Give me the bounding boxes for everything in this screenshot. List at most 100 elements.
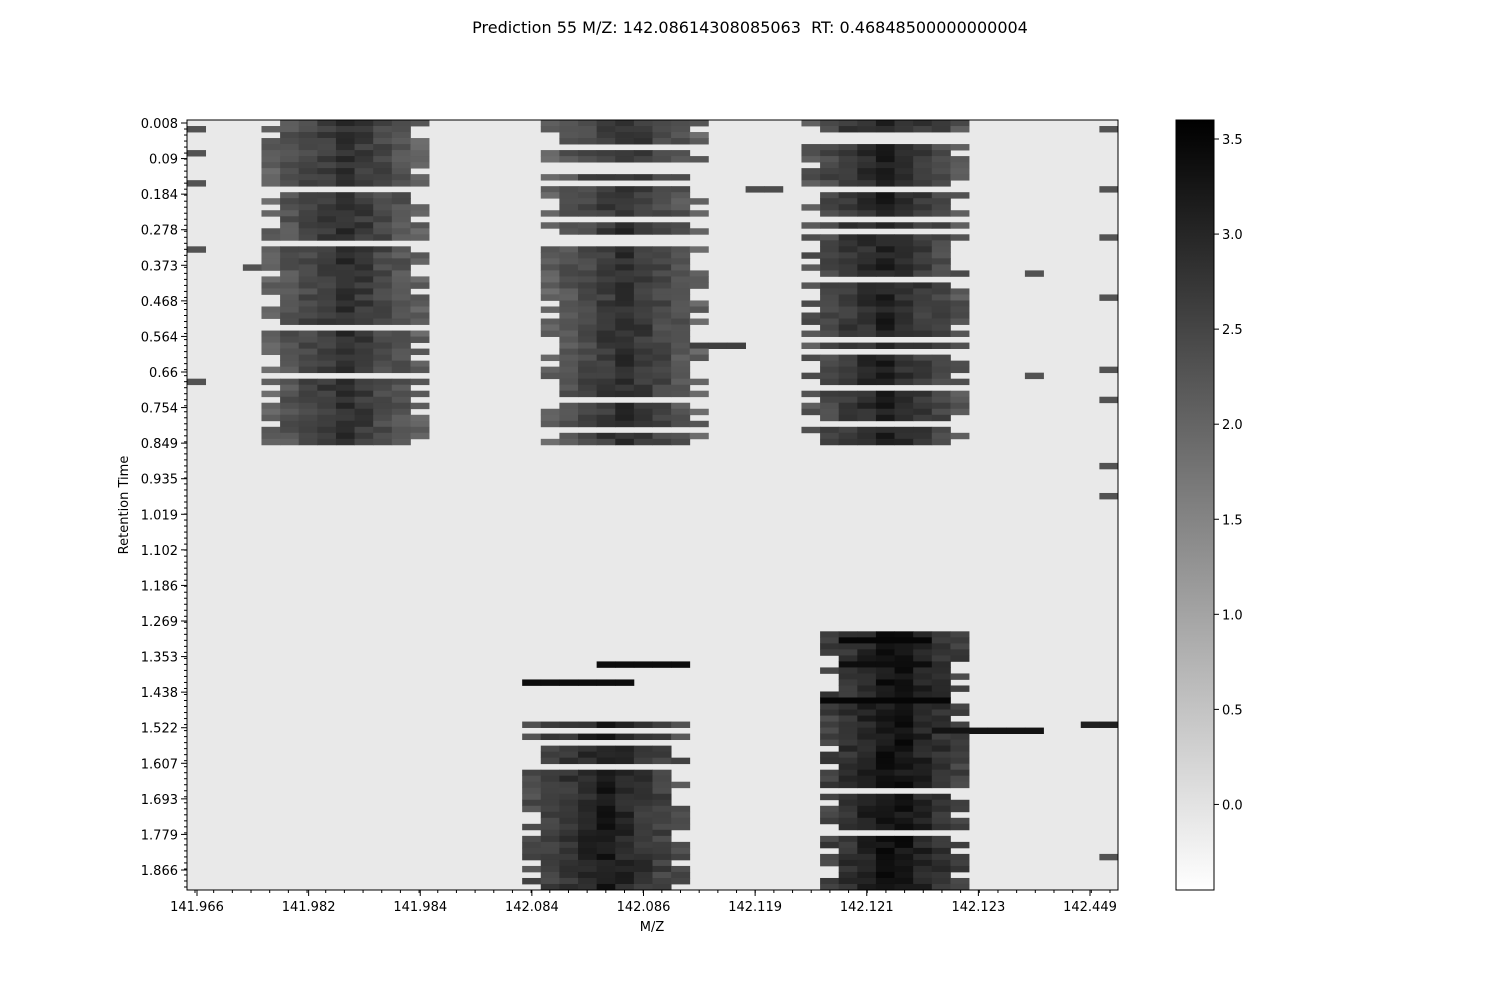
heatmap-cell <box>857 427 876 433</box>
heatmap-cell <box>634 331 653 337</box>
heatmap-cell <box>1099 186 1118 192</box>
heatmap-cell <box>541 800 560 806</box>
heatmap-cell <box>801 319 820 325</box>
heatmap-cell <box>895 252 914 258</box>
heatmap-cell <box>336 246 355 252</box>
heatmap-cell <box>950 643 969 649</box>
heatmap-cell <box>913 210 932 216</box>
heatmap-cell <box>336 138 355 144</box>
heatmap-cell <box>355 403 374 409</box>
heatmap-cell <box>522 782 541 788</box>
heatmap-cell <box>876 848 895 854</box>
heatmap-cell <box>336 210 355 216</box>
heatmap-cell <box>653 132 672 138</box>
heatmap-cell <box>653 439 672 445</box>
heatmap-cell <box>336 120 355 126</box>
heatmap-cell <box>299 138 318 144</box>
heatmap-cell <box>559 824 578 830</box>
heatmap-cell <box>597 313 616 319</box>
heatmap-cell <box>913 391 932 397</box>
heatmap-cell <box>839 884 858 890</box>
heatmap-cell <box>392 222 411 228</box>
heatmap-cell <box>932 854 951 860</box>
y-tick-label: 0.184 <box>141 188 178 203</box>
heatmap-cell <box>839 764 858 770</box>
heatmap-cell <box>615 192 634 198</box>
heatmap-cell <box>261 198 280 204</box>
heatmap-cell <box>597 186 616 192</box>
heatmap-cell <box>839 168 858 174</box>
heatmap-cell <box>597 246 616 252</box>
heatmap-cell <box>857 264 876 270</box>
heatmap-cell <box>615 884 634 890</box>
heatmap-cell <box>299 294 318 300</box>
heatmap-cell <box>280 313 299 319</box>
heatmap-cell <box>895 782 914 788</box>
heatmap-cell <box>634 379 653 385</box>
heatmap-cell <box>839 120 858 126</box>
heatmap-cell <box>801 427 820 433</box>
heatmap-cell <box>280 294 299 300</box>
heatmap-cell <box>913 379 932 385</box>
heatmap-cell <box>299 252 318 258</box>
heatmap-cell <box>634 150 653 156</box>
heatmap-cell <box>410 210 429 216</box>
heatmap-cell <box>541 174 560 180</box>
x-tick-label: 141.982 <box>282 900 336 915</box>
heatmap-cell <box>615 349 634 355</box>
heatmap-cell <box>708 343 727 349</box>
heatmap-cell <box>317 180 336 186</box>
heatmap-cell <box>355 282 374 288</box>
heatmap-cell <box>671 818 690 824</box>
x-tick-label: 142.121 <box>840 900 894 915</box>
heatmap-cell <box>895 631 914 637</box>
heatmap-cell <box>895 667 914 673</box>
heatmap-cell <box>690 349 709 355</box>
heatmap-cell <box>355 150 374 156</box>
heatmap-cell <box>839 282 858 288</box>
heatmap-cell <box>634 776 653 782</box>
heatmap-cell <box>913 288 932 294</box>
heatmap-cell <box>578 824 597 830</box>
heatmap-cell <box>634 132 653 138</box>
heatmap-cell <box>597 788 616 794</box>
heatmap-cell <box>336 144 355 150</box>
heatmap-cell <box>634 192 653 198</box>
colorbar-tick-label: 1.0 <box>1222 608 1243 623</box>
heatmap-cell <box>913 282 932 288</box>
heatmap-cell <box>895 379 914 385</box>
heatmap-cell <box>839 391 858 397</box>
heatmap-cell <box>932 156 951 162</box>
heatmap-cell <box>913 373 932 379</box>
heatmap-cell <box>541 806 560 812</box>
heatmap-cell <box>876 685 895 691</box>
heatmap-cell <box>615 818 634 824</box>
heatmap-cell <box>839 156 858 162</box>
heatmap-cell <box>578 367 597 373</box>
heatmap-cell <box>653 830 672 836</box>
heatmap-cell <box>913 427 932 433</box>
heatmap-cell <box>932 120 951 126</box>
heatmap-cell <box>615 373 634 379</box>
heatmap-cell <box>839 758 858 764</box>
heatmap-cell <box>634 306 653 312</box>
heatmap-cell <box>355 427 374 433</box>
heatmap-cell <box>653 836 672 842</box>
heatmap-cell <box>615 385 634 391</box>
heatmap-cell <box>280 349 299 355</box>
heatmap-cell <box>578 325 597 331</box>
heatmap-cell <box>541 776 560 782</box>
heatmap-cell <box>653 782 672 788</box>
heatmap-cell <box>317 150 336 156</box>
heatmap-cell <box>559 300 578 306</box>
heatmap-cell <box>671 222 690 228</box>
heatmap-cell <box>317 367 336 373</box>
heatmap-cell <box>839 180 858 186</box>
heatmap-cell <box>820 162 839 168</box>
heatmap-cell <box>597 270 616 276</box>
heatmap-cell <box>671 343 690 349</box>
heatmap-cell <box>355 288 374 294</box>
heatmap-cell <box>597 192 616 198</box>
heatmap-cell <box>857 355 876 361</box>
heatmap-cell <box>876 655 895 661</box>
